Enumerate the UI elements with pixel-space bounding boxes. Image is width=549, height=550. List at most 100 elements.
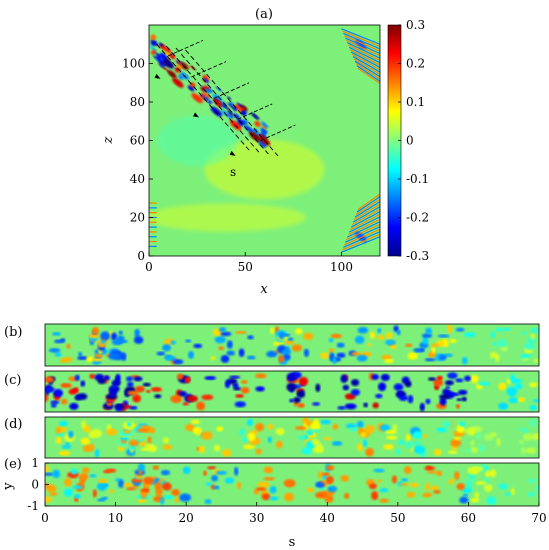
strip-structure (520, 447, 526, 455)
vortex-structure (235, 104, 245, 113)
edge-wave (347, 44, 380, 61)
strip-structure (430, 343, 440, 348)
strip-structure (356, 443, 363, 452)
strip-structure (59, 420, 68, 427)
strip-structure (360, 432, 366, 437)
y-tick-label: 40 (130, 172, 145, 186)
edge-wave (346, 223, 380, 241)
strip-structure (86, 356, 94, 363)
strip-structure (246, 355, 256, 360)
strip-structure (119, 339, 129, 344)
colorbar: 0.3 0.2 0.1 0 -0.1 -0.2 -0.3 (387, 18, 429, 263)
strip-structure (425, 398, 431, 405)
strip-structure (321, 472, 330, 476)
strip-structure (401, 478, 408, 482)
strip-structure (133, 336, 144, 344)
vortex-structure (207, 100, 212, 105)
strip-structure (306, 487, 315, 493)
strip-structure (291, 344, 303, 352)
strip-structure (247, 432, 256, 442)
strip-structure (375, 393, 383, 399)
dashed-line (214, 82, 250, 99)
strip-structure (266, 350, 278, 358)
strip-structure (453, 436, 462, 441)
strip-structure (398, 439, 405, 445)
edge-wave (349, 213, 380, 231)
soft-region (157, 115, 238, 166)
strip-structure (510, 487, 515, 496)
strip-structure (91, 429, 102, 438)
vortex-structure (153, 55, 157, 59)
strip-structure (357, 326, 369, 334)
vortex-structure (178, 74, 184, 80)
vortex-structure (258, 139, 268, 148)
strip-structure (315, 383, 321, 393)
strip-structure (234, 330, 247, 334)
strip-structure (126, 381, 134, 387)
edge-wave (341, 28, 380, 45)
strip-structure (419, 402, 425, 412)
strip-structure (332, 356, 337, 365)
vortex-structure (226, 96, 232, 100)
strip-structure (123, 482, 134, 488)
strip-structure (213, 485, 220, 490)
strip-structure (162, 437, 170, 444)
strip-structure (350, 389, 361, 396)
strip-structure (362, 439, 368, 448)
strip-structure (92, 326, 100, 335)
strip-structure (532, 399, 539, 403)
edge-wave (351, 208, 380, 226)
strip-structure (275, 427, 285, 436)
strip-structure (330, 333, 343, 339)
strip-structure (278, 355, 285, 363)
strip-structure (313, 418, 319, 428)
strip-structure (94, 449, 100, 458)
panel-a-xlabel: x (260, 282, 268, 297)
strip-structure (383, 444, 394, 450)
strip-structure (115, 373, 121, 383)
strip-structure (278, 331, 286, 340)
strip-structure (100, 331, 111, 341)
strip-structure (390, 344, 398, 350)
strip-structure (531, 433, 539, 440)
strip-structure (463, 332, 476, 338)
panel-e-heatmap (44, 462, 540, 507)
strip-structure (475, 432, 482, 440)
strip-structure (77, 356, 89, 361)
panel-c-heatmap (44, 370, 540, 413)
strip-structure (436, 470, 443, 477)
strip-structure (128, 439, 140, 447)
edge-wave (341, 236, 380, 253)
strip-structure (470, 439, 475, 447)
strip-structure (284, 340, 295, 345)
strip-structure (369, 331, 376, 340)
strip-structure (60, 383, 72, 388)
strip-structure (255, 386, 265, 392)
strip-structure (48, 348, 61, 353)
strip-structure (179, 493, 192, 502)
strip-structure (529, 382, 538, 388)
edge-wave (343, 32, 380, 50)
strip-structure (525, 447, 537, 454)
strip-structure (447, 324, 453, 334)
strip-structure (152, 465, 160, 470)
strip-structure (226, 350, 236, 356)
strip-structure (126, 421, 132, 428)
strip-structure (459, 421, 465, 427)
strip-structure (285, 346, 290, 352)
strip-structure (218, 346, 224, 351)
strip-structure (445, 385, 451, 389)
strip-structure (437, 334, 450, 338)
strip-frame (44, 370, 540, 413)
colorbar-tick-label: 0.3 (406, 18, 425, 32)
strip-structure (529, 418, 537, 428)
strip-structure (303, 434, 309, 441)
strip-structure (492, 342, 497, 346)
strip-structure (405, 433, 411, 443)
strip-structure (235, 394, 244, 398)
strip-structure (518, 440, 525, 445)
strip-structure (365, 425, 375, 434)
strip-structure (257, 481, 270, 488)
edge-wave (355, 62, 380, 80)
strip-structure (263, 466, 273, 474)
